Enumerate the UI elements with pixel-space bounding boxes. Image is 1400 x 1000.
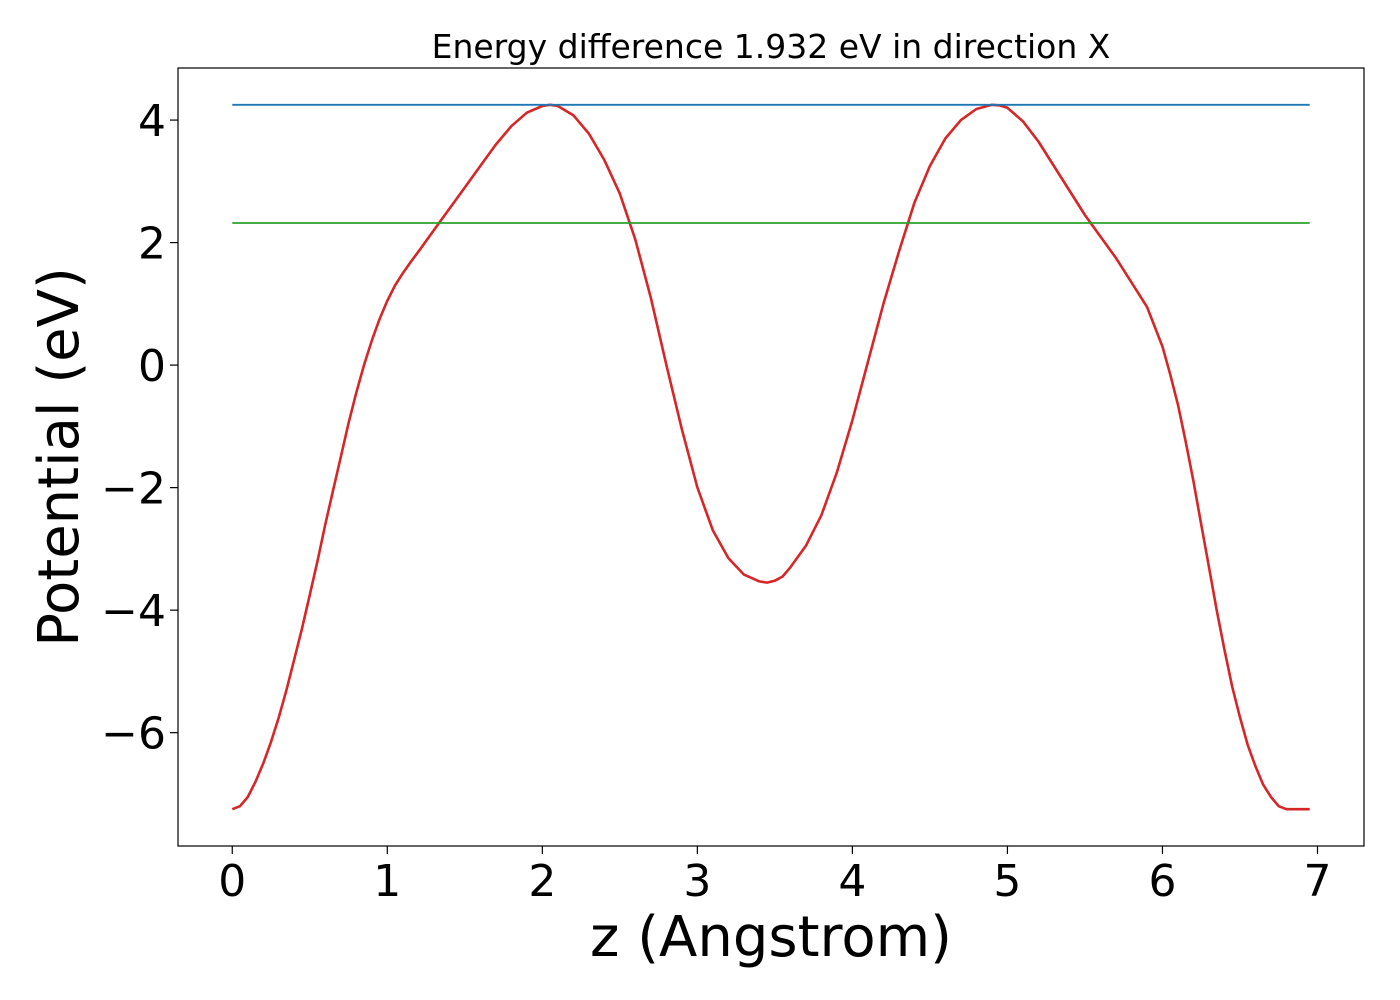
y-axis-title: Potential (eV) bbox=[27, 267, 92, 647]
series-line-0 bbox=[231, 103, 1310, 811]
y-tick-label: −2 bbox=[101, 464, 166, 515]
x-tick-label: 6 bbox=[1148, 856, 1176, 907]
plot-frame bbox=[177, 67, 1365, 847]
chart-title: Energy difference 1.932 eV in direction … bbox=[432, 27, 1111, 66]
x-axis-ticks: 0 1 2 3 4 5 6 7 bbox=[218, 846, 1331, 907]
y-tick-label: 4 bbox=[138, 96, 166, 147]
x-tick-label: 7 bbox=[1303, 856, 1331, 907]
x-tick-label: 2 bbox=[528, 856, 556, 907]
y-tick-label: −6 bbox=[101, 709, 166, 760]
y-axis-ticks: −6 −4 −2 0 2 4 bbox=[101, 96, 178, 760]
x-tick-label: 1 bbox=[373, 856, 401, 907]
x-tick-label: 4 bbox=[838, 856, 866, 907]
y-tick-label: −4 bbox=[101, 586, 166, 637]
x-axis-title: z (Angstrom) bbox=[590, 905, 952, 970]
y-tick-label: 0 bbox=[138, 341, 166, 392]
series-layer bbox=[231, 103, 1310, 811]
x-tick-label: 0 bbox=[218, 856, 246, 907]
x-tick-label: 3 bbox=[683, 856, 711, 907]
y-tick-label: 2 bbox=[138, 219, 166, 270]
x-tick-label: 5 bbox=[993, 856, 1021, 907]
